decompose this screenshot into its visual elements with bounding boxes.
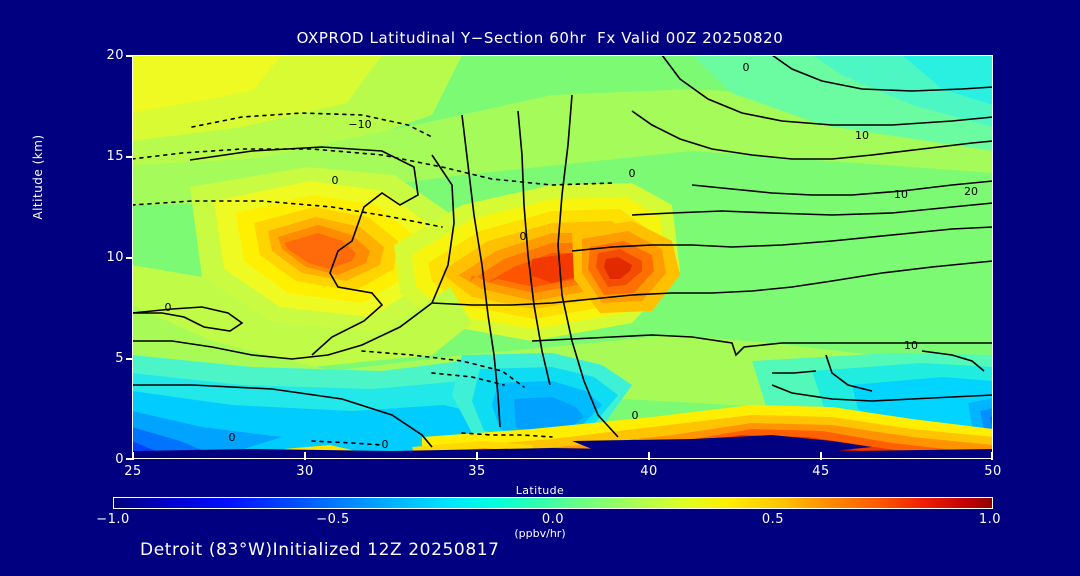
contour-label-ten-low: 10	[904, 339, 918, 352]
plot-area: −10 0 0 0 0 0 0 0 0 10 10 10 20	[132, 55, 993, 459]
colorbar-tick-min: −1.0	[96, 512, 130, 527]
x-tickmark-45	[820, 452, 822, 460]
contour-label-zero-left: 0	[165, 301, 172, 314]
plot-frame	[132, 55, 993, 459]
contour-label-twenty: 20	[964, 185, 978, 198]
y-tickmark-0	[126, 458, 133, 460]
contour-label-zero-surface: 0	[382, 438, 389, 451]
colorbar-units: (ppbv/hr)	[514, 527, 566, 540]
contour-label-neg10: −10	[348, 118, 371, 131]
figure-caption: Detroit (83°W)Initialized 12Z 20250817	[140, 540, 500, 560]
y-tick-10: 10	[106, 250, 124, 265]
y-tickmark-20	[126, 55, 133, 57]
contour-field: −10 0 0 0 0 0 0 0 0 10 10 10 20	[132, 55, 993, 459]
x-tickmark-50	[991, 452, 993, 460]
x-tickmark-40	[648, 452, 650, 460]
y-tick-5: 5	[115, 351, 124, 366]
contour-label-zero-leftmax: 0	[332, 174, 339, 187]
y-tick-20: 20	[106, 48, 124, 63]
y-tick-15: 15	[106, 149, 124, 164]
colorbar-tick-max: 1.0	[978, 512, 1002, 527]
contour-label-zero-lowleft: 0	[229, 431, 236, 444]
x-axis-title: Latitude	[515, 484, 565, 497]
contour-label-zero-top: 0	[743, 61, 750, 74]
contour-label-zero-upper: 0	[629, 167, 636, 180]
contour-label-ten-mid: 10	[894, 188, 908, 201]
y-tickmark-5	[126, 358, 133, 360]
colorbar-tick-pos-half: 0.5	[761, 512, 785, 527]
y-tickmark-10	[126, 257, 133, 259]
x-tick-40: 40	[640, 464, 658, 479]
colorbar-tick-zero: 0.0	[541, 512, 565, 527]
y-tick-0: 0	[115, 452, 124, 467]
contour-label-zero-mid: 0	[520, 230, 527, 243]
page-title: OXPROD Latitudinal Y−Section 60hr Fx Val…	[296, 29, 784, 47]
x-tick-30: 30	[296, 464, 314, 479]
x-tickmark-25	[132, 452, 134, 460]
x-tick-50: 50	[984, 464, 1002, 479]
x-tick-25: 25	[124, 464, 142, 479]
contour-label-zero-lowmid: 0	[632, 409, 639, 422]
x-tickmark-35	[476, 452, 478, 460]
x-tick-45: 45	[812, 464, 830, 479]
y-tickmark-15	[126, 156, 133, 158]
colorbar-tick-neg-half: −0.5	[316, 512, 350, 527]
contour-label-ten-upper: 10	[855, 129, 869, 142]
x-tick-35: 35	[468, 464, 486, 479]
y-axis-title: Altitude (km)	[31, 134, 45, 220]
colorbar	[113, 497, 993, 509]
x-tickmark-30	[304, 452, 306, 460]
